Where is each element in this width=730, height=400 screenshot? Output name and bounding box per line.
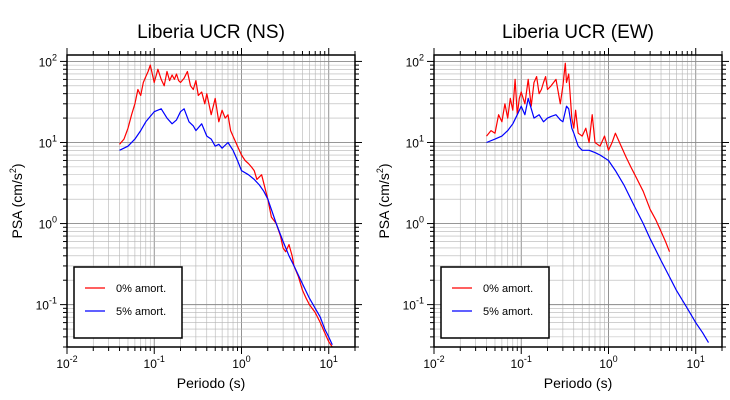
x-tick-label: 10-2 <box>56 354 77 371</box>
chart-grid <box>60 48 362 354</box>
y-axis-label-end: ) <box>376 163 392 168</box>
y-axis-label: PSA (cm/s2) <box>8 163 25 238</box>
y-axis-label-end: ) <box>9 163 25 168</box>
plot-area <box>119 64 333 348</box>
plot-frame <box>66 54 356 348</box>
x-tick-label: 100 <box>599 354 617 371</box>
y-tick-label: 10-1 <box>36 296 57 313</box>
x-tick-label: 10-1 <box>511 354 532 371</box>
y-tick-label: 100 <box>406 215 424 232</box>
y-tick-label: 102 <box>406 52 424 69</box>
x-tick-label: 100 <box>232 354 250 371</box>
x-axis-label: Periodo (s) <box>544 375 612 391</box>
x-tick-label: 10-1 <box>144 354 165 371</box>
x-tick-label: 10-2 <box>423 354 444 371</box>
y-tick-label: 101 <box>406 133 424 150</box>
legend-label-1: 5% amort. <box>116 306 166 318</box>
y-axis-label: PSA (cm/s2) <box>375 163 392 238</box>
legend-label-1: 5% amort. <box>483 306 533 318</box>
y-axis-label-main: PSA (cm/s <box>376 173 392 238</box>
legend-box <box>73 266 183 339</box>
chart-title: Liberia UCR (EW) <box>502 22 654 43</box>
legend-box <box>440 266 550 339</box>
legend: 0% amort. 5% amort. <box>73 266 183 339</box>
series-line-1 <box>119 108 333 345</box>
plot-frame <box>433 54 723 348</box>
series-line-0 <box>119 64 333 348</box>
plot-area <box>486 62 710 343</box>
series-line-0 <box>486 62 671 252</box>
y-tick-label: 102 <box>39 52 57 69</box>
tick-labels: 10-2 10-1 100 101 10-1 100 101 102 <box>403 52 705 371</box>
y-tick-label: 100 <box>39 215 57 232</box>
x-axis-label: Periodo (s) <box>177 375 245 391</box>
legend-label-0: 0% amort. <box>483 283 533 295</box>
x-tick-label: 101 <box>687 354 705 371</box>
y-tick-label: 101 <box>39 133 57 150</box>
series-line-1 <box>486 97 710 343</box>
chart-ew: Liberia UCR (EW) 10-2 10-1 100 10110-110010… <box>375 22 729 391</box>
x-tick-label: 101 <box>320 354 338 371</box>
y-axis-label-main: PSA (cm/s <box>9 173 25 238</box>
legend: 0% amort. 5% amort. <box>440 266 550 339</box>
chart-title: Liberia UCR (NS) <box>137 22 285 43</box>
tick-labels: 10-2 10-1 100 101 10-1 100 101 102 <box>36 52 338 371</box>
y-axis-label-sup: 2 <box>375 168 385 173</box>
y-axis-label-sup: 2 <box>8 168 18 173</box>
legend-label-0: 0% amort. <box>116 283 166 295</box>
chart-ns: Liberia UCR (NS) 10-2 10-1 100 10110-110010… <box>8 22 362 391</box>
y-tick-label: 10-1 <box>403 296 424 313</box>
